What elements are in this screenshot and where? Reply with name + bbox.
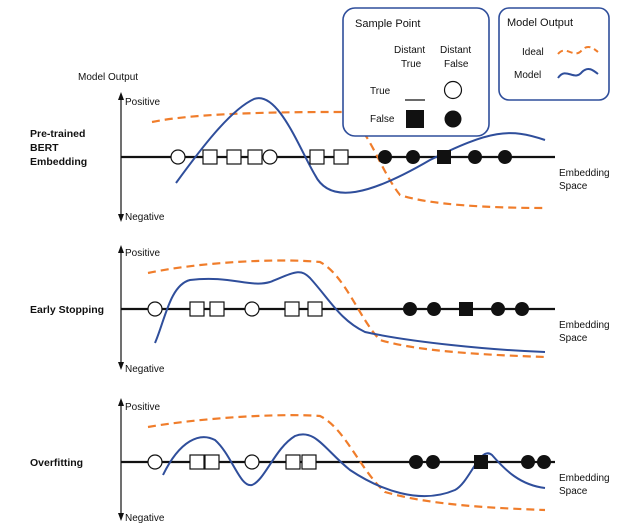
sample-true — [262, 149, 278, 165]
legend-output-title: Model Output — [507, 17, 573, 29]
legend-true-circle — [443, 80, 463, 100]
distant-true-square — [204, 454, 220, 470]
distant-true-square — [226, 149, 242, 165]
panel-label-line: Overfitting — [30, 457, 83, 469]
x-axis-label: Space — [559, 486, 588, 497]
panel-early-stopping: Positive Negative Early Stopping Embeddi… — [30, 245, 610, 375]
sample-false — [468, 150, 482, 164]
panel-label-line: Pre-trained — [30, 128, 85, 140]
label-negative-2: Negative — [125, 364, 165, 375]
ideal-curve-3 — [147, 414, 546, 512]
legend-sample-title: Sample Point — [355, 18, 420, 30]
sample-true — [244, 454, 260, 470]
sample-false — [403, 302, 417, 316]
legend-row-false: False — [370, 114, 395, 125]
label-negative-3: Negative — [125, 513, 165, 524]
arrow-up-2 — [118, 245, 124, 253]
arrow-up-1 — [118, 92, 124, 100]
distant-true-square — [247, 149, 263, 165]
arrow-up-3 — [118, 398, 124, 406]
panel-label-line: Embedding — [30, 156, 87, 168]
arrow-down-3 — [118, 513, 124, 521]
sample-true — [147, 301, 163, 317]
legend-col1-line2: True — [401, 59, 422, 70]
distant-false-square — [474, 455, 488, 469]
panel-pretrained: Positive Negative Pre-trained BERT Embed… — [30, 92, 610, 223]
distant-true-square — [189, 301, 205, 317]
sample-false — [521, 455, 535, 469]
y-axis-title: Model Output — [78, 72, 138, 83]
legend-sample-box — [342, 7, 490, 137]
distant-true-square — [202, 149, 218, 165]
legend-ideal-label: Ideal — [522, 47, 544, 58]
model-curve-1 — [175, 97, 546, 194]
distant-true-square — [333, 149, 349, 165]
legend-row-true: True — [370, 86, 391, 97]
sample-false — [426, 455, 440, 469]
legend-col2-line2: False — [444, 59, 469, 70]
distant-true-square — [309, 149, 325, 165]
model-curve-2 — [154, 271, 546, 353]
ideal-curve-1 — [151, 110, 546, 210]
legend-model-output: Model Output Ideal Model — [498, 7, 610, 101]
arrow-down-1 — [118, 214, 124, 222]
ideal-curve-2 — [147, 259, 546, 359]
sample-false — [378, 150, 392, 164]
sample-false — [498, 150, 512, 164]
sample-false — [537, 455, 551, 469]
x-axis-label: Space — [559, 181, 588, 192]
distant-true-square — [209, 301, 225, 317]
legend-col2-line1: Distant — [440, 45, 471, 56]
distant-true-square — [307, 301, 323, 317]
sample-false — [515, 302, 529, 316]
x-axis-label: Embedding — [559, 168, 610, 179]
legend-sample-point: Sample Point Distant True Distant False … — [342, 7, 490, 137]
label-positive-2: Positive — [125, 248, 160, 259]
panel-label-line: BERT — [30, 142, 59, 154]
sample-false — [427, 302, 441, 316]
distant-true-square — [284, 301, 300, 317]
arrow-down-2 — [118, 362, 124, 370]
label-positive-3: Positive — [125, 402, 160, 413]
panel-label-line: Early Stopping — [30, 304, 104, 316]
distant-true-square — [285, 454, 301, 470]
sample-true — [244, 301, 260, 317]
distant-false-square — [459, 302, 473, 316]
sample-true — [147, 454, 163, 470]
sample-false — [491, 302, 505, 316]
x-axis-label: Space — [559, 333, 588, 344]
sample-true — [170, 149, 186, 165]
legend-model-swatch — [557, 67, 599, 79]
panel-overfitting: Positive Negative Overfitting Embedding … — [30, 398, 610, 524]
sample-false — [409, 455, 423, 469]
legend-col1-line1: Distant — [394, 45, 425, 56]
legend-false-square — [406, 110, 424, 128]
distant-true-square — [301, 454, 317, 470]
label-positive-1: Positive — [125, 97, 160, 108]
x-axis-label: Embedding — [559, 320, 610, 331]
legend-output-box — [498, 7, 610, 101]
distant-true-square — [189, 454, 205, 470]
model-curve-3 — [162, 433, 546, 498]
x-axis-label: Embedding — [559, 473, 610, 484]
sample-false — [406, 150, 420, 164]
distant-false-square — [437, 150, 451, 164]
legend-false-circle — [444, 110, 462, 128]
legend-model-label: Model — [514, 70, 541, 81]
label-negative-1: Negative — [125, 212, 165, 223]
